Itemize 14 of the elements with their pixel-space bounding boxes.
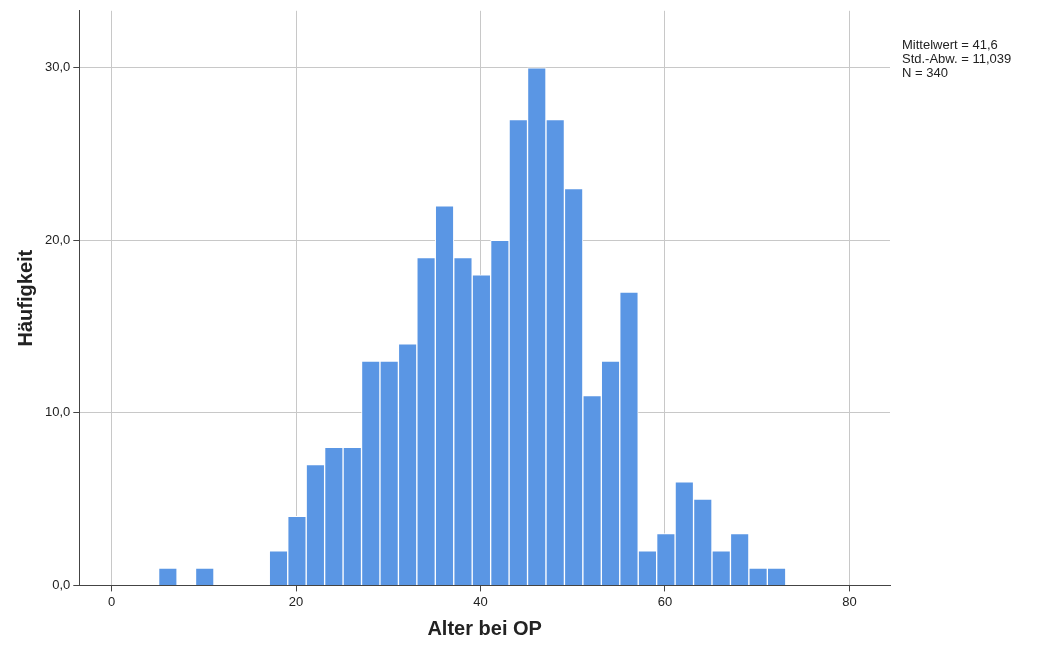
x-tick-label: 80: [842, 593, 857, 609]
y-tick-label: 30,0: [44, 59, 71, 75]
x-tick-label: 0: [107, 593, 116, 609]
y-tick-label: 10,0: [44, 404, 71, 420]
text: Mittelwert = 41,6: [902, 37, 999, 52]
y-tick-label: 0,0: [52, 576, 71, 592]
x-axis-title: Alter bei OP: [427, 616, 542, 639]
y-axis-title: Häufigkeit: [13, 249, 36, 347]
x-tick-label: 60: [657, 593, 673, 609]
y-tick-label: 20,0: [44, 231, 71, 247]
text: Std.-Abw. = 11,039: [902, 51, 1012, 66]
x-tick-label: 20: [288, 593, 304, 609]
x-tick-label: 40: [473, 593, 488, 609]
text: N = 340: [902, 65, 949, 80]
